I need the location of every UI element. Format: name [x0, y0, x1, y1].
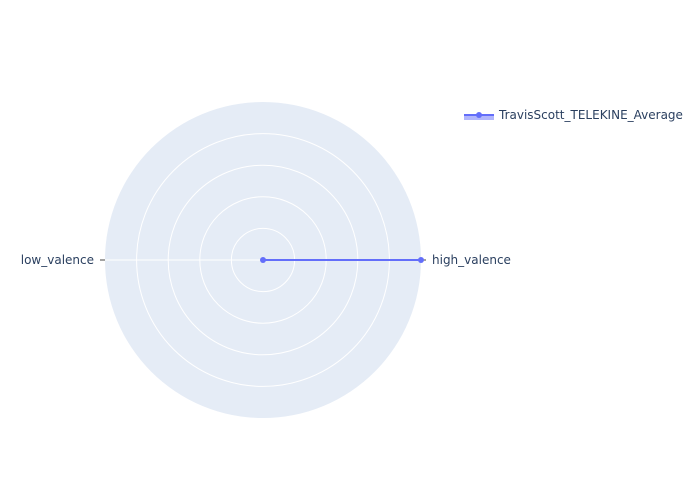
legend-item[interactable]: TravisScott_TELEKINE_Average	[464, 108, 683, 122]
data-point[interactable]	[260, 257, 266, 263]
legend-marker	[476, 112, 482, 118]
angular-axis: high_valence low_valence	[21, 253, 511, 267]
series-layer	[260, 257, 424, 263]
angular-tick-label: low_valence	[21, 253, 94, 267]
legend[interactable]: TravisScott_TELEKINE_Average	[464, 108, 683, 122]
angular-tick-label: high_valence	[432, 253, 511, 267]
legend-label: TravisScott_TELEKINE_Average	[498, 108, 683, 122]
data-point[interactable]	[418, 257, 424, 263]
